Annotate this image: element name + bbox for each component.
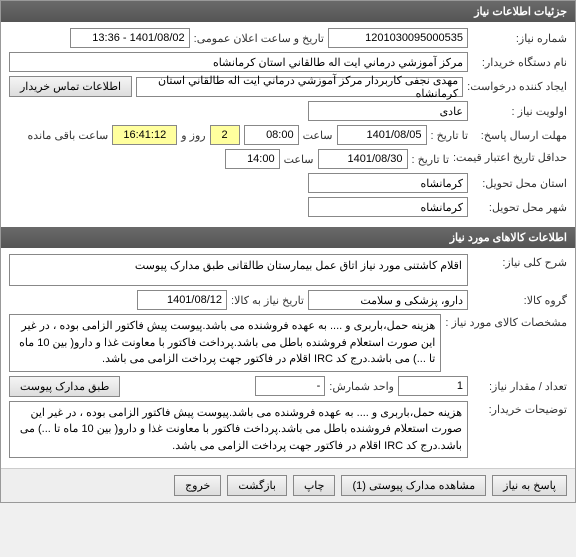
back-button[interactable]: بازگشت bbox=[227, 475, 287, 496]
row-city: شهر محل تحویل: کرمانشاه bbox=[9, 197, 567, 217]
label-need-number: شماره نیاز: bbox=[472, 32, 567, 45]
field-city: کرمانشاه bbox=[308, 197, 468, 217]
field-unit: - bbox=[255, 376, 325, 396]
section-header-items: اطلاعات کالاهای مورد نیاز bbox=[1, 227, 575, 248]
print-button[interactable]: چاپ bbox=[293, 475, 336, 496]
row-requester: ایجاد کننده درخواست: مهدی نجفی کاربردار … bbox=[9, 76, 567, 97]
form-area-details: شماره نیاز: 1201030095000535 تاریخ و ساع… bbox=[1, 22, 575, 227]
field-requester: مهدی نجفی کاربردار مرکز آموزشي درماني ای… bbox=[136, 77, 463, 97]
row-buyer-org: نام دستگاه خریدار: مرکز آموزشي درماني ای… bbox=[9, 52, 567, 72]
field-remain-time: 16:41:12 bbox=[112, 125, 177, 145]
row-need-number: شماره نیاز: 1201030095000535 تاریخ و ساع… bbox=[9, 28, 567, 48]
label-unit: واحد شمارش: bbox=[329, 380, 394, 393]
row-province: استان محل تحویل: کرمانشاه bbox=[9, 173, 567, 193]
row-deadline: مهلت ارسال پاسخ: تا تاریخ : 1401/08/05 س… bbox=[9, 125, 567, 145]
field-ann-date: 1401/08/02 - 13:36 bbox=[70, 28, 190, 48]
label-validity-time: ساعت bbox=[284, 153, 314, 166]
label-deadline-to: تا تاریخ : bbox=[431, 129, 468, 142]
reply-button[interactable]: پاسخ به نیاز bbox=[492, 475, 567, 496]
row-qty: تعداد / مقدار نیاز: 1 واحد شمارش: - طبق … bbox=[9, 376, 567, 397]
field-remain-days: 2 bbox=[210, 125, 240, 145]
field-validity-time: 14:00 bbox=[225, 149, 280, 169]
field-desc: اقلام کاشتنی مورد نیاز اتاق عمل بیمارستا… bbox=[9, 254, 468, 286]
need-details-panel: جزئیات اطلاعات نیاز شماره نیاز: 12010300… bbox=[0, 0, 576, 503]
label-province: استان محل تحویل: bbox=[472, 177, 567, 190]
section-header-details: جزئیات اطلاعات نیاز bbox=[1, 1, 575, 22]
field-priority: عادی bbox=[308, 101, 468, 121]
field-group: دارو، پزشکی و سلامت bbox=[308, 290, 468, 310]
label-ann-date: تاریخ و ساعت اعلان عمومی: bbox=[194, 32, 324, 45]
field-need-number: 1201030095000535 bbox=[328, 28, 468, 48]
exit-button[interactable]: خروج bbox=[174, 475, 221, 496]
row-validity: حداقل تاریخ اعتبار قیمت: تا تاریخ : 1401… bbox=[9, 149, 567, 169]
label-qty: تعداد / مقدار نیاز: bbox=[472, 380, 567, 393]
label-city: شهر محل تحویل: bbox=[472, 201, 567, 214]
label-deadline-time: ساعت bbox=[303, 129, 333, 142]
row-group: گروه کالا: دارو، پزشکی و سلامت تاریخ نیا… bbox=[9, 290, 567, 310]
form-area-items: شرح کلی نیاز: اقلام کاشتنی مورد نیاز اتا… bbox=[1, 248, 575, 468]
field-need-by: 1401/08/12 bbox=[137, 290, 227, 310]
label-specs: مشخصات کالای مورد نیاز : bbox=[445, 314, 567, 329]
label-validity: حداقل تاریخ اعتبار قیمت: bbox=[453, 152, 567, 165]
row-specs: مشخصات کالای مورد نیاز : هزینه حمل،باربر… bbox=[9, 314, 567, 372]
field-deadline-date: 1401/08/05 bbox=[337, 125, 427, 145]
button-bar: پاسخ به نیاز مشاهده مدارک پیوستی (1) چاپ… bbox=[1, 468, 575, 502]
view-attachments-button[interactable]: مشاهده مدارک پیوستی (1) bbox=[341, 475, 486, 496]
attachments-button[interactable]: طبق مدارک پیوست bbox=[9, 376, 120, 397]
field-buyer-org: مرکز آموزشي درماني ایت اله طالقاني استان… bbox=[9, 52, 468, 72]
field-validity-date: 1401/08/30 bbox=[318, 149, 408, 169]
label-deadline: مهلت ارسال پاسخ: bbox=[472, 129, 567, 142]
label-buyer-notes: توضیحات خریدار: bbox=[472, 401, 567, 416]
field-province: کرمانشاه bbox=[308, 173, 468, 193]
field-buyer-notes: هزینه حمل،باربری و .... به عهده فروشنده … bbox=[9, 401, 468, 459]
label-need-by: تاریخ نیاز به کالا: bbox=[231, 294, 304, 307]
label-validity-to: تا تاریخ : bbox=[412, 153, 449, 166]
label-desc: شرح کلی نیاز: bbox=[472, 254, 567, 269]
label-group: گروه کالا: bbox=[472, 294, 567, 307]
field-qty: 1 bbox=[398, 376, 468, 396]
field-deadline-time: 08:00 bbox=[244, 125, 299, 145]
row-priority: اولویت نیاز : عادی bbox=[9, 101, 567, 121]
label-remain-suffix: ساعت باقی مانده bbox=[28, 129, 109, 142]
row-buyer-notes: توضیحات خریدار: هزینه حمل،باربری و .... … bbox=[9, 401, 567, 459]
field-specs: هزینه حمل،باربری و .... به عهده فروشنده … bbox=[9, 314, 441, 372]
label-buyer-org: نام دستگاه خریدار: bbox=[472, 56, 567, 69]
contact-buyer-button[interactable]: اطلاعات تماس خریدار bbox=[9, 76, 132, 97]
row-desc: شرح کلی نیاز: اقلام کاشتنی مورد نیاز اتا… bbox=[9, 254, 567, 286]
label-requester: ایجاد کننده درخواست: bbox=[467, 80, 567, 93]
label-priority: اولویت نیاز : bbox=[472, 105, 567, 118]
label-remain-days: روز و bbox=[181, 129, 205, 142]
